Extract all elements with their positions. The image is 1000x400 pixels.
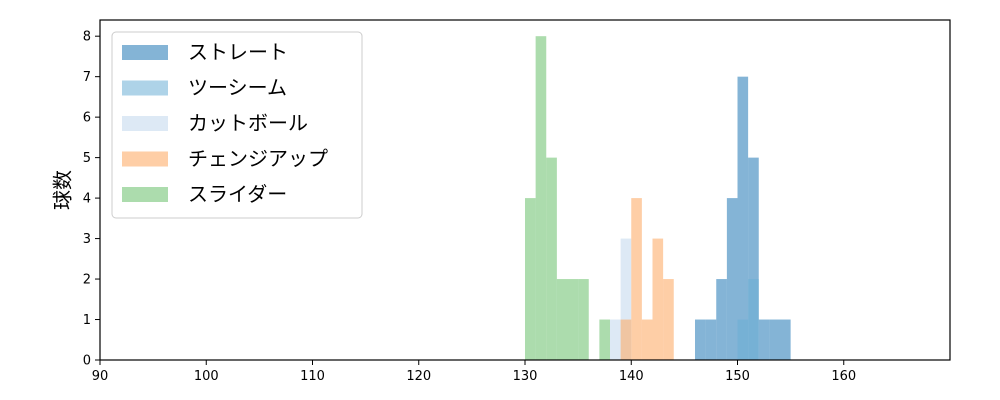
x-tick-label: 120 [406,369,431,384]
bar-series-4-bin-3 [556,279,568,360]
bar-series-0-bin-7 [769,319,780,360]
y-tick-label: 3 [83,232,91,247]
y-tick-label: 7 [83,70,91,85]
y-tick-label: 1 [83,313,91,328]
bar-series-2-bin-0 [610,319,621,360]
legend-swatch [122,187,168,202]
bar-series-0-bin-2 [716,279,727,360]
bar-series-0-bin-0 [695,319,706,360]
y-tick-label: 2 [83,273,91,288]
bar-series-4-bin-5 [578,279,589,360]
x-tick-label: 100 [194,369,219,384]
legend-swatch [122,151,168,167]
bar-series-0-bin-5 [748,157,759,360]
legend-label: カットボール [188,111,308,135]
y-tick-label: 0 [83,354,91,369]
y-axis-label: 球数 [51,170,75,210]
bar-series-4-bin-1 [535,36,547,360]
bar-series-4-bin-0 [525,198,536,360]
bar-series-0-bin-6 [758,319,770,360]
x-tick-label: 130 [513,369,538,384]
bar-series-3-bin-3 [652,238,664,360]
x-tick-label: 150 [725,369,750,384]
bars-layer [525,36,791,361]
bar-series-4-bin-4 [567,279,579,360]
y-tick-label: 5 [83,151,91,166]
bar-series-0-bin-8 [780,319,791,360]
bar-series-1-bin-0 [737,319,749,360]
bar-series-3-bin-1 [631,198,642,360]
x-tick-label: 160 [831,369,856,384]
legend-label: ストレート [188,40,288,64]
y-axis: 0 1 2 3 4 5 6 7 8 [83,30,100,369]
y-tick-label: 8 [83,30,91,45]
x-tick-label: 140 [619,369,644,384]
bar-series-0-bin-4 [737,76,749,361]
legend-label: ツーシーム [188,76,287,100]
bar-series-1-bin-1 [748,279,759,360]
legend-swatch [122,116,168,131]
legend-box [111,31,363,219]
y-tick-label: 4 [83,192,91,207]
bar-series-3-bin-0 [620,319,632,360]
bar-series-2-bin-1 [620,238,632,360]
legend-swatch [122,45,168,60]
bar-series-0-bin-1 [705,319,717,360]
bar-series-3-bin-2 [641,319,653,360]
bar-series-0-bin-3 [726,198,738,360]
bar-series-3-bin-4 [663,279,674,360]
y-tick-label: 6 [83,111,91,126]
legend-label: チェンジアップ [188,147,328,171]
legend-label: スライダー [188,182,287,206]
bar-series-4-bin-2 [546,157,557,360]
x-tick-label: 90 [92,369,109,384]
legend-swatch [122,80,168,96]
bar-series-4-bin-6 [599,319,610,360]
x-tick-label: 110 [300,369,325,384]
x-axis: 90 100 110 120 130 140 150 160 [92,360,856,384]
